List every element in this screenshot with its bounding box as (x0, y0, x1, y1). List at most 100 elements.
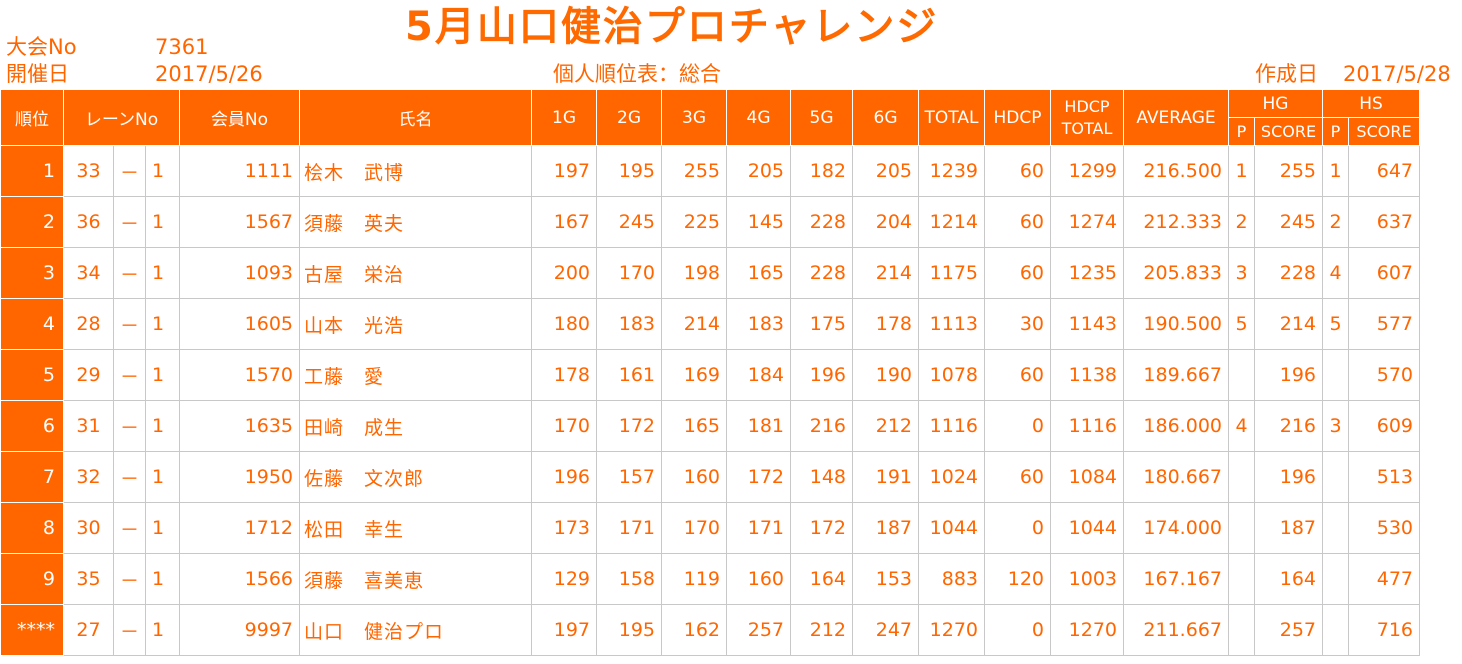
header-hs-p: P (1322, 117, 1349, 146)
hdcp-total-cell: 1138 (1050, 349, 1124, 401)
game6-cell: 205 (852, 145, 919, 197)
rank-cell: 6 (0, 400, 64, 452)
average-cell: 216.500 (1123, 145, 1229, 197)
page-title: 5月山口健治プロチャレンジ (405, 4, 939, 50)
table-row: 1 33 － 1 1111 桧木 武博 197 195 255 205 182 205 1239 60 12… (0, 145, 1420, 197)
hg-score-cell: 245 (1254, 196, 1323, 248)
header-hg-score: SCORE (1254, 117, 1323, 146)
game2-cell: 171 (596, 502, 662, 554)
game3-cell: 170 (661, 502, 727, 554)
table-row: 3 34 － 1 1093 古屋 栄治 200 170 198 165 228 214 1175 60 12… (0, 247, 1420, 299)
header-rank: 順位 (0, 89, 64, 146)
lane-sub-cell: 1 (145, 196, 180, 248)
header-name: 氏名 (299, 89, 532, 146)
game1-cell: 197 (531, 604, 597, 656)
hs-score-cell: 577 (1348, 298, 1420, 350)
event-no-value: 7361 (155, 35, 209, 59)
game3-cell: 160 (661, 451, 727, 503)
game4-cell: 172 (726, 451, 791, 503)
lane-cell: 30 (63, 502, 114, 554)
hg-position-cell: 2 (1228, 196, 1255, 248)
lane-separator: － (113, 196, 146, 248)
hdcp-cell: 60 (984, 247, 1051, 299)
game6-cell: 190 (852, 349, 919, 401)
hg-score-cell: 216 (1254, 400, 1323, 452)
total-cell: 1044 (918, 502, 985, 554)
member-no-cell: 9997 (179, 604, 300, 656)
lane-cell: 27 (63, 604, 114, 656)
game6-cell: 214 (852, 247, 919, 299)
table-row: 9 35 － 1 1566 須藤 喜美恵 129 158 119 160 164 153 883 120 1… (0, 553, 1420, 605)
event-no-label: 大会No (6, 35, 77, 59)
game5-cell: 182 (790, 145, 853, 197)
lane-cell: 31 (63, 400, 114, 452)
lane-sub-cell: 1 (145, 247, 180, 299)
date-label: 開催日 (6, 62, 69, 86)
game2-cell: 158 (596, 553, 662, 605)
game1-cell: 200 (531, 247, 597, 299)
member-no-cell: 1111 (179, 145, 300, 197)
game2-cell: 157 (596, 451, 662, 503)
table-row: 7 32 － 1 1950 佐藤 文次郎 196 157 160 172 148 191 1024 60 1… (0, 451, 1420, 503)
game5-cell: 175 (790, 298, 853, 350)
header-lane: レーンNo (63, 89, 180, 146)
member-no-cell: 1567 (179, 196, 300, 248)
game3-cell: 165 (661, 400, 727, 452)
ranking-rows: 1 33 － 1 1111 桧木 武博 197 195 255 205 182 205 1239 60 12… (0, 145, 1420, 656)
lane-separator: － (113, 502, 146, 554)
rank-cell: 9 (0, 553, 64, 605)
player-name-cell: 山口 健治プロ (299, 604, 532, 656)
average-cell: 174.000 (1123, 502, 1229, 554)
hdcp-cell: 60 (984, 451, 1051, 503)
header-average: AVERAGE (1123, 89, 1229, 146)
hg-position-cell: 3 (1228, 247, 1255, 299)
header-hdcp-total-line2: TOTAL (1061, 118, 1113, 138)
lane-cell: 33 (63, 145, 114, 197)
member-no-cell: 1570 (179, 349, 300, 401)
table-row: 4 28 － 1 1605 山本 光浩 180 183 214 183 175 178 1113 30 11… (0, 298, 1420, 350)
hdcp-total-cell: 1044 (1050, 502, 1124, 554)
member-no-cell: 1712 (179, 502, 300, 554)
game1-cell: 170 (531, 400, 597, 452)
lane-sub-cell: 1 (145, 349, 180, 401)
average-cell: 167.167 (1123, 553, 1229, 605)
total-cell: 1270 (918, 604, 985, 656)
table-row: 6 31 － 1 1635 田崎 成生 170 172 165 181 216 212 1116 0 111… (0, 400, 1420, 452)
member-no-cell: 1950 (179, 451, 300, 503)
total-cell: 1113 (918, 298, 985, 350)
game5-cell: 216 (790, 400, 853, 452)
lane-separator: － (113, 298, 146, 350)
game6-cell: 204 (852, 196, 919, 248)
game2-cell: 195 (596, 604, 662, 656)
hs-position-cell (1322, 553, 1349, 605)
table-row: 2 36 － 1 1567 須藤 英夫 167 245 225 145 228 204 1214 60 12… (0, 196, 1420, 248)
game1-cell: 129 (531, 553, 597, 605)
game1-cell: 197 (531, 145, 597, 197)
player-name-cell: 古屋 栄治 (299, 247, 532, 299)
rank-cell: 3 (0, 247, 64, 299)
hg-position-cell: 1 (1228, 145, 1255, 197)
header-member: 会員No (179, 89, 300, 146)
lane-cell: 35 (63, 553, 114, 605)
player-name-cell: 田崎 成生 (299, 400, 532, 452)
game3-cell: 225 (661, 196, 727, 248)
header-total: TOTAL (918, 89, 985, 146)
player-name-cell: 佐藤 文次郎 (299, 451, 532, 503)
game4-cell: 165 (726, 247, 791, 299)
lane-cell: 36 (63, 196, 114, 248)
game4-cell: 145 (726, 196, 791, 248)
player-name-cell: 桧木 武博 (299, 145, 532, 197)
hg-score-cell: 257 (1254, 604, 1323, 656)
hs-position-cell: 2 (1322, 196, 1349, 248)
hdcp-cell: 0 (984, 502, 1051, 554)
game6-cell: 247 (852, 604, 919, 656)
average-cell: 212.333 (1123, 196, 1229, 248)
rank-cell: 2 (0, 196, 64, 248)
game3-cell: 198 (661, 247, 727, 299)
hs-position-cell: 3 (1322, 400, 1349, 452)
total-cell: 1116 (918, 400, 985, 452)
lane-separator: － (113, 400, 146, 452)
hs-position-cell: 1 (1322, 145, 1349, 197)
game4-cell: 181 (726, 400, 791, 452)
lane-separator: － (113, 553, 146, 605)
